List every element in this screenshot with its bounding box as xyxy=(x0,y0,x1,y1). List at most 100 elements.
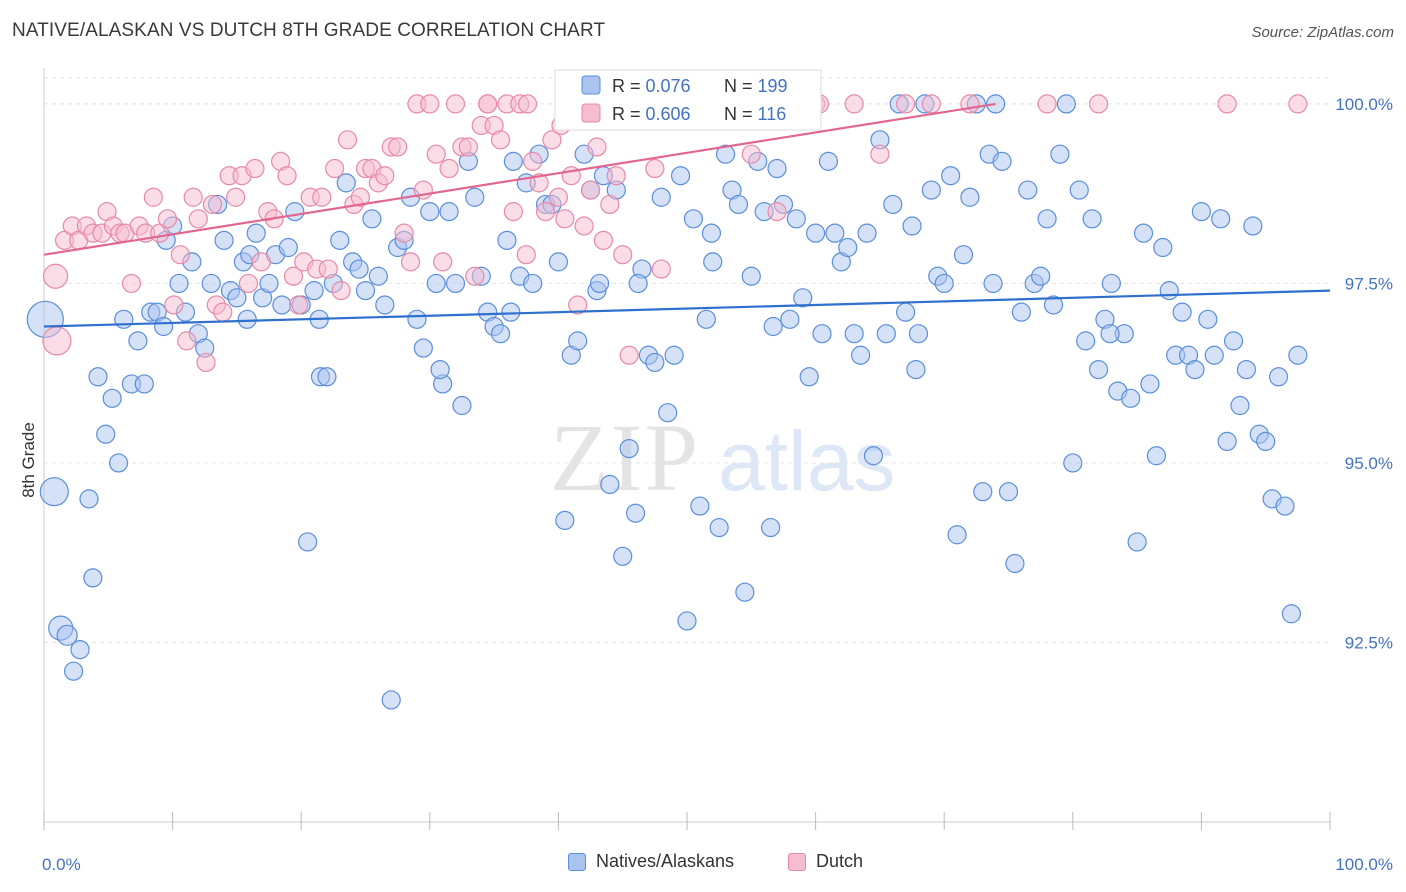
native-point xyxy=(503,151,523,171)
native-point xyxy=(1146,446,1166,466)
dutch-point xyxy=(400,252,421,272)
native-point xyxy=(407,309,427,329)
native-point xyxy=(349,259,369,279)
native-point xyxy=(1268,367,1289,387)
native-point xyxy=(330,230,350,250)
legend-n-label-1: N = xyxy=(724,76,758,96)
dutch-point xyxy=(542,130,562,150)
dutch-point xyxy=(202,194,223,215)
native-point xyxy=(857,223,877,243)
dutch-point xyxy=(164,295,184,315)
x-tick-label: 0.0% xyxy=(42,855,81,874)
native-point xyxy=(998,482,1019,502)
native-point xyxy=(902,216,922,236)
watermark-zip: ZIP xyxy=(550,404,700,511)
dutch-point xyxy=(870,144,890,164)
native-point xyxy=(368,266,388,286)
native-point xyxy=(128,331,148,351)
native-point xyxy=(39,477,69,507)
dutch-point xyxy=(490,130,511,150)
dutch-point xyxy=(555,209,575,229)
dutch-point xyxy=(741,144,761,164)
native-point xyxy=(355,281,376,301)
y-tick-label: 95.0% xyxy=(1345,454,1393,473)
native-point xyxy=(445,273,466,294)
native-point xyxy=(169,273,189,294)
native-point xyxy=(670,166,691,186)
dutch-point xyxy=(535,202,556,222)
native-point xyxy=(812,324,832,344)
native-point xyxy=(953,245,974,265)
dutch-point xyxy=(503,202,523,222)
native-point xyxy=(134,374,154,394)
native-point xyxy=(1069,180,1089,200)
native-point xyxy=(490,324,511,344)
native-point xyxy=(1230,395,1250,416)
dutch-point xyxy=(433,252,453,272)
native-point xyxy=(805,223,826,243)
native-point xyxy=(1191,202,1212,222)
native-point xyxy=(1031,266,1051,286)
dutch-point xyxy=(1288,94,1308,114)
native-point xyxy=(1223,331,1244,351)
native-point xyxy=(413,338,433,358)
dutch-point xyxy=(170,245,190,265)
native-point xyxy=(420,202,440,222)
native-point xyxy=(683,209,704,229)
legend-r-value-2: 0.606 xyxy=(646,104,691,124)
native-point xyxy=(452,395,472,416)
native-point xyxy=(426,273,446,294)
dutch-point xyxy=(289,295,309,315)
dutch-point xyxy=(960,94,980,114)
native-point xyxy=(960,187,980,207)
native-point xyxy=(1172,302,1192,322)
native-point xyxy=(298,532,318,552)
native-point xyxy=(1159,281,1179,301)
legend-n-value-1: 199 xyxy=(758,76,788,96)
native-point xyxy=(658,403,678,423)
dutch-point xyxy=(580,180,601,200)
native-point xyxy=(973,482,993,502)
dutch-point xyxy=(645,158,665,179)
dutch-point xyxy=(238,273,259,294)
native-point xyxy=(88,367,108,387)
native-point xyxy=(285,202,305,222)
dutch-point xyxy=(312,187,332,207)
ticks-layer: 92.5% 95.0% 97.5% 100.0% 0.0% 100.0% xyxy=(42,95,1393,874)
dutch-point xyxy=(226,187,246,207)
native-point xyxy=(56,624,78,646)
native-point xyxy=(102,388,122,408)
grid-layer xyxy=(44,77,1330,643)
native-point xyxy=(613,546,633,566)
native-point xyxy=(96,424,116,444)
native-point xyxy=(1217,431,1237,452)
native-point xyxy=(1275,496,1295,516)
native-point xyxy=(1043,295,1064,315)
native-point xyxy=(1121,388,1141,408)
native-point xyxy=(844,324,864,344)
native-point xyxy=(645,352,665,373)
dutch-point xyxy=(568,295,588,315)
dutch-point xyxy=(188,209,208,229)
native-point xyxy=(876,324,896,344)
dutch-point xyxy=(420,94,440,114)
native-point xyxy=(523,273,543,294)
dutch-point xyxy=(517,94,538,114)
native-point xyxy=(1243,216,1263,236)
dutch-point xyxy=(896,94,916,114)
dutch-point xyxy=(283,266,304,286)
legend-n-label-2: N = xyxy=(724,104,758,124)
native-point xyxy=(1050,144,1070,164)
native-point xyxy=(947,525,967,545)
dutch-point xyxy=(42,263,69,289)
native-point xyxy=(259,273,279,294)
native-point xyxy=(1140,374,1160,394)
dutch-point xyxy=(196,352,216,373)
native-point xyxy=(465,187,485,207)
native-point xyxy=(1018,180,1038,200)
dutch-point xyxy=(921,94,941,114)
native-trend-line xyxy=(43,289,1331,328)
native-point xyxy=(439,202,459,222)
native-point xyxy=(908,324,929,344)
native-point xyxy=(735,582,755,602)
